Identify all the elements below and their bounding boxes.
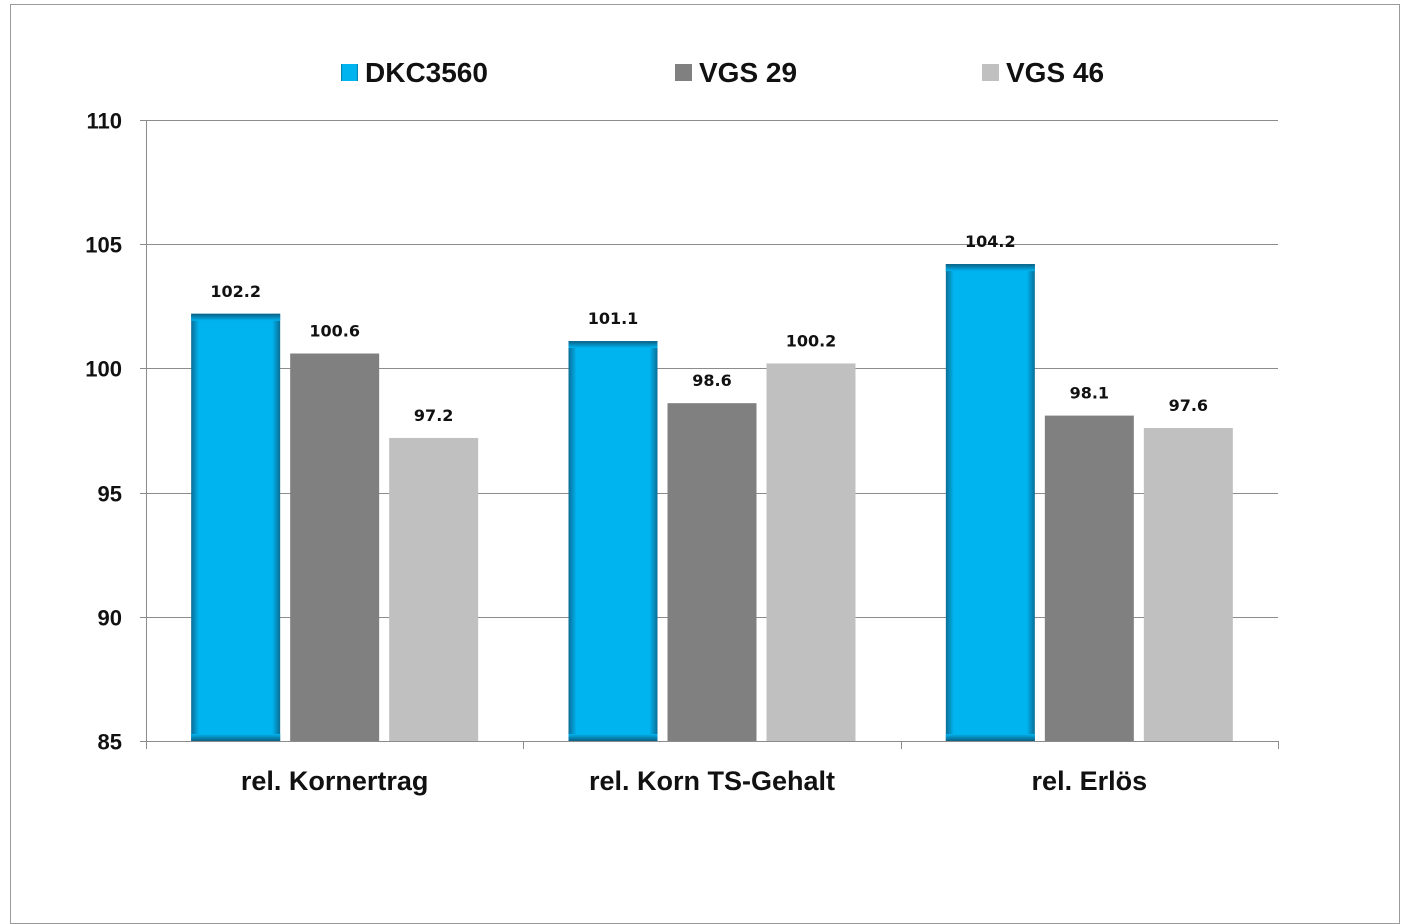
legend-label: DKC3560 bbox=[365, 57, 488, 88]
legend-label: VGS 46 bbox=[1006, 57, 1104, 88]
bar-top-bevel bbox=[945, 264, 1035, 272]
legend-swatch bbox=[675, 64, 692, 81]
legend-swatch bbox=[982, 64, 999, 81]
data-label: 101.1 bbox=[588, 309, 639, 328]
bar bbox=[1044, 415, 1134, 741]
bar bbox=[766, 363, 856, 741]
y-tick-label: 95 bbox=[98, 482, 122, 507]
bar bbox=[191, 313, 281, 741]
data-label: 100.6 bbox=[309, 321, 360, 340]
legend-item: VGS 29 bbox=[675, 57, 797, 88]
bar bbox=[945, 264, 1035, 741]
bar bbox=[389, 437, 479, 741]
bar bbox=[290, 353, 380, 741]
data-label: 104.2 bbox=[965, 232, 1016, 251]
data-label: 97.6 bbox=[1169, 396, 1208, 415]
bars bbox=[191, 264, 1233, 741]
bar-bottom-bevel bbox=[191, 734, 281, 741]
legend-item: DKC3560 bbox=[341, 57, 488, 88]
axes: 85 90 95 100 105 110 rel. Kornertrag rel. Korn … bbox=[85, 109, 1279, 796]
bar-body bbox=[191, 313, 281, 741]
bar bbox=[667, 403, 757, 741]
bar-body bbox=[945, 264, 1035, 741]
x-category-label: rel. Korn TS-Gehalt bbox=[589, 766, 835, 796]
data-label: 98.6 bbox=[692, 371, 731, 390]
y-tick-label: 90 bbox=[98, 606, 122, 631]
data-label: 98.1 bbox=[1070, 384, 1109, 403]
y-tick-label: 85 bbox=[98, 730, 122, 755]
y-tick-label: 100 bbox=[85, 357, 122, 382]
bar-top-bevel bbox=[191, 313, 281, 321]
legend-item: VGS 46 bbox=[982, 57, 1104, 88]
data-label: 100.2 bbox=[786, 331, 837, 350]
data-label: 102.2 bbox=[210, 282, 261, 301]
legend: DKC3560 VGS 29 VGS 46 bbox=[341, 57, 1104, 88]
y-tick-label: 105 bbox=[85, 233, 122, 258]
bar-top-bevel bbox=[568, 341, 658, 349]
data-labels: 102.2 100.6 97.2 101.1 98.6 100.2 104.2 98.1 97.… bbox=[210, 232, 1208, 425]
data-label: 97.2 bbox=[414, 406, 453, 425]
y-tick-label: 110 bbox=[87, 109, 123, 134]
x-category-label: rel. Kornertrag bbox=[241, 766, 429, 796]
legend-label: VGS 29 bbox=[699, 57, 797, 88]
bar-bottom-bevel bbox=[945, 734, 1035, 741]
bar bbox=[568, 341, 658, 741]
legend-swatch-inner bbox=[345, 68, 354, 77]
bar-bottom-bevel bbox=[568, 734, 658, 741]
bar bbox=[1143, 428, 1233, 741]
x-category-label: rel. Erlös bbox=[1032, 766, 1148, 796]
bar-body bbox=[568, 341, 658, 741]
